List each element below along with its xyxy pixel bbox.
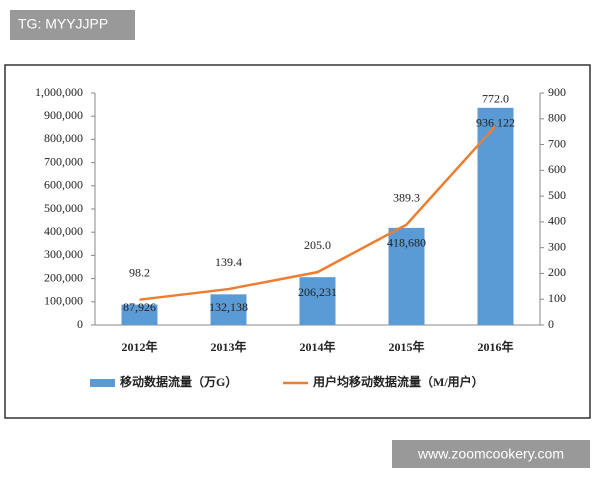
y-tick-label: 300,000 — [44, 247, 83, 261]
y-tick-label: 1,000,000 — [35, 85, 83, 99]
y2-tick-label: 500 — [548, 188, 566, 202]
y2-tick-label: 0 — [548, 317, 554, 331]
y2-tick-label: 800 — [548, 111, 566, 125]
line — [139, 125, 497, 301]
y-tick-label: 100,000 — [44, 294, 83, 308]
y2-tick-label: 100 — [548, 291, 566, 305]
y2-tick-label: 300 — [548, 239, 566, 253]
x-tick-label: 2013年 — [210, 339, 246, 354]
y2-tick-label: 900 — [548, 85, 566, 99]
bar-value-label: 87,926 — [123, 300, 156, 314]
y2-tick-label: 600 — [548, 162, 566, 176]
y-tick-label: 600,000 — [44, 178, 83, 192]
line-value-label: 205.0 — [304, 238, 331, 252]
bar-value-label: 418,680 — [387, 236, 426, 250]
site-box — [392, 440, 590, 468]
y-tick-label: 400,000 — [44, 224, 83, 238]
line-value-label: 98.2 — [129, 265, 150, 279]
bar-value-label: 936,122 — [476, 116, 515, 130]
legend-label: 移动数据流量（万G） — [120, 374, 237, 389]
tag-box — [10, 10, 135, 40]
line-value-label: 139.4 — [215, 255, 242, 269]
x-tick-label: 2012年 — [121, 339, 157, 354]
site: www.zoomcookery.com — [417, 446, 564, 462]
y-tick-label: 700,000 — [44, 154, 83, 168]
legend-swatch — [90, 379, 115, 387]
line-value-label: 772.0 — [482, 92, 509, 106]
x-tick-label: 2014年 — [299, 339, 335, 354]
bar — [388, 227, 425, 325]
y-tick-label: 0 — [77, 317, 83, 331]
bar — [299, 277, 336, 325]
y-tick-label: 200,000 — [44, 270, 83, 284]
y-tick-label: 500,000 — [44, 201, 83, 215]
bar — [477, 107, 514, 325]
y2-tick-label: 700 — [548, 136, 566, 150]
bar — [210, 294, 247, 325]
x-tick-label: 2016年 — [477, 339, 513, 354]
legend-label: 用户均移动数据流量（M/用户） — [312, 374, 484, 389]
y2-tick-label: 400 — [548, 214, 566, 228]
y2-tick-label: 200 — [548, 265, 566, 279]
bar — [121, 304, 158, 325]
x-tick-label: 2015年 — [388, 339, 424, 354]
bar-value-label: 132,138 — [209, 300, 248, 314]
y-tick-label: 800,000 — [44, 131, 83, 145]
tag: TG: MYYJJPP — [18, 16, 108, 32]
line-value-label: 389.3 — [393, 190, 420, 204]
y-tick-label: 900,000 — [44, 108, 83, 122]
bar-value-label: 206,231 — [298, 285, 337, 299]
